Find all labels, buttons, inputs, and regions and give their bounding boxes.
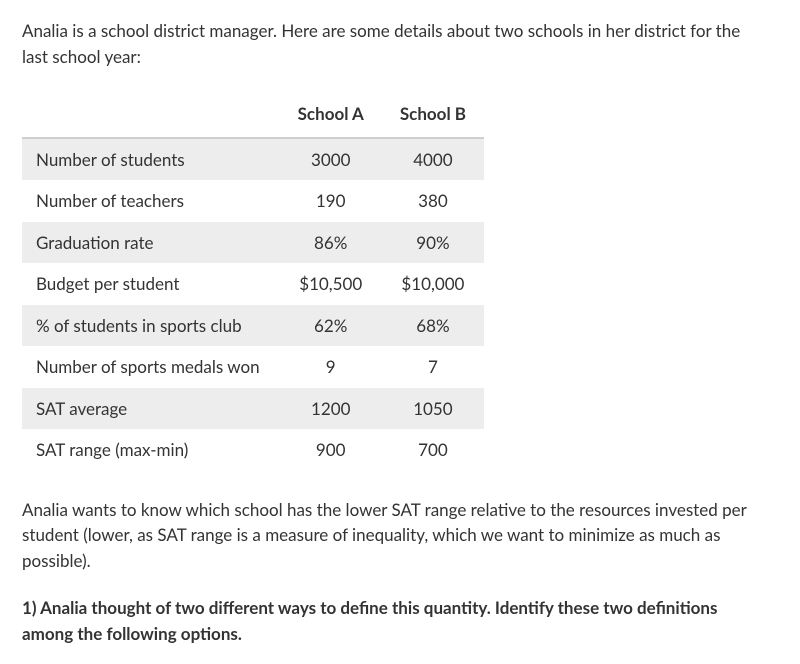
row-label: Budget per student <box>22 263 280 305</box>
cell-school-a: 3000 <box>280 138 382 181</box>
cell-school-a: 86% <box>280 222 382 264</box>
cell-school-a: 900 <box>280 429 382 471</box>
question-text: 1) Analia thought of two different ways … <box>22 595 770 646</box>
table-row: % of students in sports club62%68% <box>22 305 484 347</box>
cell-school-b: 4000 <box>382 138 484 181</box>
cell-school-b: 68% <box>382 305 484 347</box>
row-label: Number of teachers <box>22 180 280 222</box>
row-label: SAT range (max-min) <box>22 429 280 471</box>
row-label: Number of sports medals won <box>22 346 280 388</box>
cell-school-b: 380 <box>382 180 484 222</box>
intro-text: Analia is a school district manager. Her… <box>22 18 770 69</box>
cell-school-a: 190 <box>280 180 382 222</box>
table-row: SAT range (max-min)900700 <box>22 429 484 471</box>
cell-school-a: 1200 <box>280 388 382 430</box>
cell-school-b: 90% <box>382 222 484 264</box>
cell-school-a: $10,500 <box>280 263 382 305</box>
cell-school-b: 1050 <box>382 388 484 430</box>
cell-school-b: 7 <box>382 346 484 388</box>
table-row: Number of teachers190380 <box>22 180 484 222</box>
row-label: Graduation rate <box>22 222 280 264</box>
table-row: Graduation rate86%90% <box>22 222 484 264</box>
row-label: SAT average <box>22 388 280 430</box>
cell-school-a: 9 <box>280 346 382 388</box>
table-row: Number of sports medals won97 <box>22 346 484 388</box>
cell-school-b: $10,000 <box>382 263 484 305</box>
row-label: % of students in sports club <box>22 305 280 347</box>
schools-table: School A School B Number of students3000… <box>22 95 484 471</box>
cell-school-b: 700 <box>382 429 484 471</box>
table-row: SAT average12001050 <box>22 388 484 430</box>
col-header-school-a: School A <box>280 95 382 138</box>
col-header-school-b: School B <box>382 95 484 138</box>
row-label: Number of students <box>22 138 280 181</box>
table-row: Budget per student$10,500$10,000 <box>22 263 484 305</box>
cell-school-a: 62% <box>280 305 382 347</box>
table-row: Number of students30004000 <box>22 138 484 181</box>
col-header-empty <box>22 95 280 138</box>
explain-text: Analia wants to know which school has th… <box>22 497 770 574</box>
